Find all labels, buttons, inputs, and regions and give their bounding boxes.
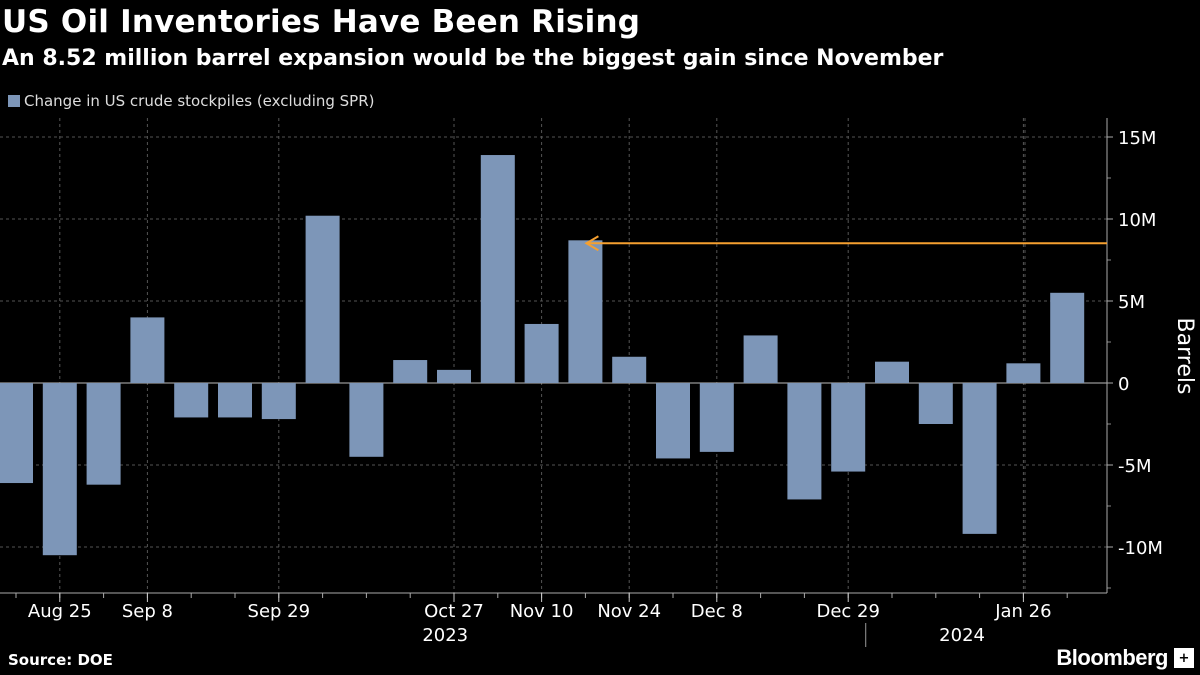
bar <box>743 335 778 383</box>
chart-subtitle: An 8.52 million barrel expansion would b… <box>2 46 944 71</box>
y-tick-label: 10M <box>1118 210 1156 231</box>
bloomberg-logo: Bloomberg <box>1056 645 1168 670</box>
bar <box>612 356 647 383</box>
year-label: 2024 <box>939 625 985 646</box>
bar <box>437 369 471 383</box>
source-note: Source: DOE <box>8 651 113 669</box>
y-tick-label: 5M <box>1118 292 1145 313</box>
x-tick-label: Dec 8 <box>691 601 743 622</box>
legend-swatch <box>8 95 20 107</box>
bar <box>0 383 33 484</box>
bar <box>130 317 165 383</box>
bar <box>393 360 428 383</box>
bar <box>962 383 997 534</box>
x-tick-label: Oct 27 <box>424 601 484 622</box>
x-tick-label: Sep 8 <box>122 601 173 622</box>
bar <box>480 155 515 383</box>
y-tick-label: 0 <box>1118 374 1129 395</box>
chart-title: US Oil Inventories Have Been Rising <box>2 4 641 40</box>
bar <box>524 323 559 383</box>
legend-label: Change in US crude stockpiles (excluding… <box>24 92 375 110</box>
bar <box>86 383 121 485</box>
y-tick-label: 15M <box>1118 128 1156 149</box>
bar <box>918 383 953 424</box>
x-tick-label: Dec 29 <box>816 601 879 622</box>
bar <box>1006 363 1041 383</box>
bar <box>42 383 77 556</box>
x-tick-label: Jan 26 <box>994 601 1051 622</box>
bar <box>656 383 690 459</box>
bar <box>174 383 209 418</box>
bar <box>1050 292 1085 383</box>
x-tick-label: Aug 25 <box>28 601 92 622</box>
bloomberg-badge-icon: + <box>1174 648 1194 668</box>
year-label: 2023 <box>422 625 468 646</box>
legend: Change in US crude stockpiles (excluding… <box>8 92 375 110</box>
bar <box>261 383 296 420</box>
bar <box>831 383 866 472</box>
annotation-arrow-head <box>584 235 599 252</box>
y-tick-label: -10M <box>1118 538 1163 559</box>
bar <box>875 361 909 383</box>
bar <box>699 383 734 452</box>
bar <box>787 383 822 500</box>
x-tick-label: Sep 29 <box>248 601 311 622</box>
bar <box>568 240 603 383</box>
bar <box>349 383 384 457</box>
x-tick-label: Nov 10 <box>510 601 574 622</box>
x-tick-label: Nov 24 <box>597 601 661 622</box>
y-tick-label: -5M <box>1118 456 1151 477</box>
bar <box>305 215 340 383</box>
y-axis-title: Barrels <box>1172 318 1197 395</box>
bar <box>218 383 252 418</box>
